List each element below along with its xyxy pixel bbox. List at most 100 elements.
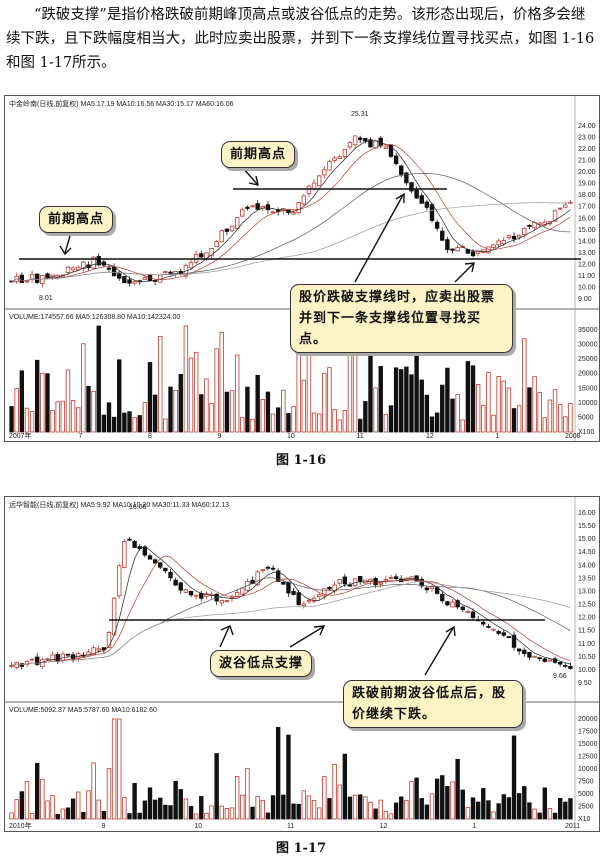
volume-bar (219, 805, 224, 820)
volume-bar (475, 384, 481, 433)
stock-chart-2: 远华智能(日线,前复权) MA5:9.92 MA10:10.20 MA30:11… (4, 496, 600, 832)
volume-bar (301, 790, 307, 820)
volume-bar (568, 403, 573, 433)
volume-bar (281, 389, 286, 433)
candle-body (14, 661, 19, 668)
candle-body (383, 579, 389, 582)
candle-body (542, 221, 547, 226)
volume-bar (522, 786, 527, 820)
volume-bar (332, 764, 337, 820)
candle-body (414, 575, 419, 582)
chart-2-annotation-left: 波谷低点支撑 (210, 650, 313, 677)
c2-price-tick: 12.00 (578, 615, 596, 622)
volume-bar (91, 390, 96, 433)
candle-body (65, 266, 71, 273)
candle-body (173, 271, 178, 274)
c2-price-tick: 10.50 (578, 654, 596, 661)
candle-body (516, 648, 522, 652)
candle-body (481, 621, 486, 625)
volume-bar (532, 376, 537, 433)
candle-body (132, 540, 137, 548)
c2-vol-tick: 15000 (578, 741, 598, 748)
candle-body (163, 567, 168, 572)
candle-body (358, 576, 363, 582)
candle-body (450, 601, 455, 608)
candle-body (50, 654, 55, 662)
volume-bar (50, 795, 55, 820)
volume-bar (40, 372, 45, 433)
candle-body (24, 660, 30, 665)
candle-body (142, 546, 148, 556)
candle-body (563, 204, 568, 208)
volume-bar (81, 811, 86, 820)
volume-bar (311, 412, 317, 433)
volume-bar (214, 348, 219, 433)
volume-bar (445, 786, 450, 820)
volume-bar (163, 804, 168, 820)
c1-date-tick: 7 (79, 433, 83, 440)
candle-body (168, 571, 173, 579)
c2-vol-tick: 10000 (578, 766, 598, 773)
c1-price-tick: 17.00 (578, 204, 596, 211)
candle-body (45, 658, 50, 661)
chart-2-volume-axis-labels: 20000 17500 15000 12500 10000 7500 5000 2500 X10 (578, 716, 598, 823)
candle-body (465, 611, 471, 613)
volume-bar (460, 419, 465, 433)
candle-body (260, 569, 265, 572)
volume-bar (9, 812, 14, 820)
volume-bar (450, 781, 455, 820)
moving-average-line (11, 140, 571, 282)
c2-date-tick: 10 (194, 823, 202, 830)
volume-bar (491, 811, 496, 820)
c1-vol-tick: 20000 (578, 371, 598, 378)
volume-bar (29, 411, 35, 433)
volume-bar (429, 793, 435, 820)
candle-body (50, 274, 55, 277)
candle-body (91, 647, 96, 655)
intro-paragraph: “跌破支撑”是指价格跌破前期峰顶高点或波谷低点的走势。该形态出现后，价格多会继续… (6, 3, 598, 75)
volume-bar (486, 800, 491, 820)
candle-body (117, 565, 122, 597)
candle-body (557, 207, 563, 210)
volume-bar (511, 408, 517, 433)
c2-vol-tick: 12500 (578, 754, 598, 761)
volume-bar (224, 391, 230, 433)
volume-bar (388, 813, 394, 820)
candle-body (142, 277, 148, 281)
candle-body (255, 571, 260, 586)
volume-bar (29, 813, 35, 820)
volume-bar (563, 416, 568, 433)
volume-bar (117, 718, 122, 820)
volume-bar (286, 734, 291, 820)
volume-bar (219, 331, 224, 433)
candle-body (35, 656, 40, 665)
candle-body (281, 581, 286, 585)
candle-body (188, 262, 194, 269)
candle-body (240, 587, 245, 595)
volume-bar (224, 808, 230, 820)
volume-bar (270, 795, 276, 820)
c1-price-tick: 24.00 (578, 123, 596, 130)
candle-body (522, 649, 527, 655)
c1-date-tick: 1 (496, 433, 500, 440)
volume-bar (65, 807, 71, 820)
c1-price-tick: 16.00 (578, 215, 596, 222)
candle-body (163, 271, 168, 274)
c1-vol-tick: 25000 (578, 356, 598, 363)
chart-1-header: 中金岭南(日线,前复权) MA5:17.19 MA10:16.56 MA30:1… (9, 99, 234, 108)
candle-body (219, 599, 224, 604)
candle-body (568, 665, 573, 669)
volume-bar (188, 357, 194, 433)
volume-bar (209, 805, 214, 820)
chart-2-header: 远华智能(日线,前复权) MA5:9.92 MA10:10.20 MA30:11… (9, 500, 229, 509)
c2-price-tick: 15.50 (578, 523, 596, 530)
moving-average-line (11, 555, 571, 666)
volume-bar (265, 391, 271, 433)
volume-bar (147, 362, 153, 433)
c1-price-tick: 23.00 (578, 135, 596, 142)
candle-body (306, 185, 312, 194)
candle-body (393, 576, 399, 580)
volume-bar (337, 784, 342, 820)
candle-body (337, 156, 342, 159)
volume-bar (183, 798, 189, 820)
